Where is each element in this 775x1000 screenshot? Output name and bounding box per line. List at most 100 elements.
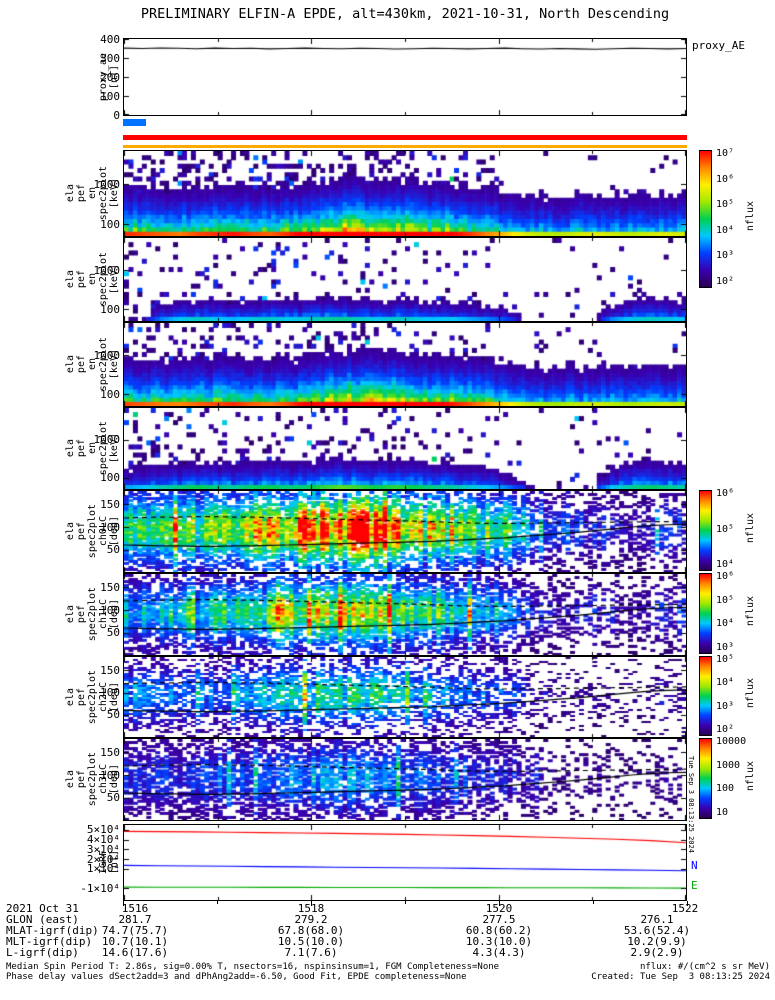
- axis-word: spec2plot: [98, 421, 109, 476]
- axis-word: [keV]: [109, 433, 120, 464]
- axis-word: pef: [76, 770, 87, 789]
- axis-word: [keV]: [109, 349, 120, 380]
- position-bar-red: [123, 135, 687, 140]
- axis-word: en: [87, 442, 98, 455]
- x-axis-tickmark: [310, 901, 312, 906]
- panel-ch2LC: [123, 656, 687, 738]
- ch2LC-canvas: [124, 657, 686, 737]
- y-tick-label-ch0LC: 150: [100, 498, 120, 511]
- annotation-value: 74.7(75.7): [101, 924, 169, 937]
- y-tick-label-en_spec_3: 1000: [93, 348, 121, 362]
- ch3LC-canvas: [124, 739, 686, 820]
- y-tick-label-proxy_ae: 400: [100, 32, 120, 46]
- colorbar-1: [699, 490, 712, 571]
- axis-word: pef: [76, 270, 87, 289]
- annotation-value: 281.7: [118, 913, 152, 926]
- annotation-value: 2.9(2.9): [630, 946, 684, 959]
- panel-igrf: [123, 824, 687, 901]
- annotation-value: 277.5: [482, 913, 516, 926]
- colorbar-tick-label: 10⁴: [716, 224, 735, 236]
- axis-word: IGRF: [98, 850, 109, 875]
- colorbar-tick-label: 10⁶: [716, 571, 735, 582]
- x-axis-tick-label: 1516: [121, 902, 149, 915]
- axis-word: ela: [65, 439, 76, 458]
- axis-label-ch3LC: ela pef spec2plot ch3LC [deg]: [44, 738, 120, 821]
- y-tick-label-igrf: -1×10⁴: [80, 881, 120, 895]
- axis-word: ch2LC: [98, 681, 109, 713]
- axis-word: pef: [76, 184, 87, 203]
- axis-word: ela: [65, 605, 76, 624]
- colorbar-tick-label: 10⁵: [716, 594, 735, 606]
- x-axis-tickmark: [592, 901, 594, 904]
- axis-word: [deg]: [109, 764, 120, 795]
- axis-word: en: [87, 358, 98, 371]
- x-axis-tickmark: [122, 901, 124, 906]
- axis-word: spec2plot: [98, 337, 109, 392]
- igrf-e-line-label: E: [691, 879, 698, 892]
- axis-word: spec2plot: [87, 669, 98, 725]
- annotation-value: 10.5(10.0): [277, 935, 345, 948]
- footer-nflux-units: nflux: #/(cm^2 s sr MeV): [639, 962, 770, 972]
- colorbar-tick-label: 10⁴: [716, 677, 735, 689]
- axis-word: [keV]: [109, 264, 120, 295]
- colorbar-tick-label: 10³: [716, 700, 735, 712]
- y-tick-label-proxy_ae: 300: [100, 51, 120, 65]
- en_spec_1-canvas: [124, 151, 686, 236]
- igrf-canvas: [124, 825, 686, 900]
- y-tick-label-en_spec_1: 1000: [93, 177, 121, 191]
- y-tick-label-igrf: 2×10⁴: [86, 852, 120, 866]
- footer-spin-period-line: Median Spin Period T: 2.86s, sig=0.00% T…: [6, 962, 500, 972]
- y-tick-label-ch0LC: 50: [106, 543, 120, 556]
- axis-word: pef: [76, 439, 87, 458]
- axis-word: spec2plot: [87, 504, 98, 559]
- axis-word: [nT]: [109, 850, 120, 875]
- axis-word: [nT]: [109, 64, 120, 90]
- axis-word: spec2plot: [98, 166, 109, 221]
- axis-word: pef: [76, 687, 87, 707]
- annotation-value: 60.8(60.2): [465, 924, 533, 937]
- axis-word: en: [87, 273, 98, 286]
- en_spec_3-canvas: [124, 323, 686, 406]
- panel-en_spec_4: [123, 407, 687, 490]
- proxy_ae-canvas: [124, 39, 686, 115]
- x-axis-date-label: 2021 Oct 31: [6, 902, 79, 915]
- axis-word: ch3LC: [98, 764, 109, 795]
- axis-label-ch1LC: ela pef spec2plot ch1LC [deg]: [44, 573, 120, 656]
- axis-word: pef: [76, 355, 87, 374]
- colorbar-tick-label: 10⁵: [716, 199, 735, 211]
- annotation-value: 67.8(68.0): [277, 924, 345, 937]
- colorbar-tick-label: 10⁶: [716, 173, 735, 185]
- annotation-value: 14.6(17.6): [101, 946, 169, 959]
- x-axis-tick-label: 1518: [297, 902, 325, 915]
- axis-word: ch0LC: [98, 516, 109, 547]
- annotation-value: 10.2(9.9): [627, 935, 687, 948]
- axis-word: ela: [65, 184, 76, 203]
- axis-word: ela: [65, 355, 76, 374]
- x-axis-tick-label: 1520: [485, 902, 513, 915]
- y-tick-label-igrf: 4×10⁴: [86, 833, 120, 847]
- en_spec_4-canvas: [124, 408, 686, 489]
- axis-label-en_spec_4: ela pef en spec2plot [keV]: [44, 407, 120, 490]
- y-tick-label-proxy_ae: 100: [100, 89, 120, 103]
- axis-word: [deg]: [109, 681, 120, 713]
- y-tick-label-ch2LC: 150: [100, 663, 120, 677]
- axis-word: spec2plot: [98, 252, 109, 307]
- annotation-row-label: MLAT-igrf(dip): [6, 924, 99, 937]
- y-tick-label-ch0LC: 100: [100, 520, 120, 534]
- axis-word: [deg]: [109, 599, 120, 630]
- y-tick-label-ch2LC: 50: [106, 708, 120, 722]
- annotation-row-label: MLT-igrf(dip): [6, 935, 93, 948]
- colorbar-unit-label: nflux: [745, 678, 756, 709]
- y-tick-label-igrf: 5×10⁴: [86, 823, 120, 837]
- footer-created-timestamp: Created: Tue Sep 3 08:13:25 2024: [591, 972, 770, 982]
- science-zone-bar: [123, 119, 146, 126]
- y-tick-label-en_spec_4: 1000: [93, 433, 121, 447]
- proxy-ae-right-label: proxy_AE: [692, 39, 745, 52]
- axis-word: ch1LC: [98, 599, 109, 630]
- axis-word: [deg]: [109, 516, 120, 547]
- y-tick-label-igrf: 3×10⁴: [86, 842, 120, 856]
- y-tick-label-en_spec_1: 100: [100, 217, 120, 231]
- colorbar-tick-label: 10⁴: [716, 559, 735, 570]
- y-tick-label-ch3LC: 100: [100, 768, 120, 782]
